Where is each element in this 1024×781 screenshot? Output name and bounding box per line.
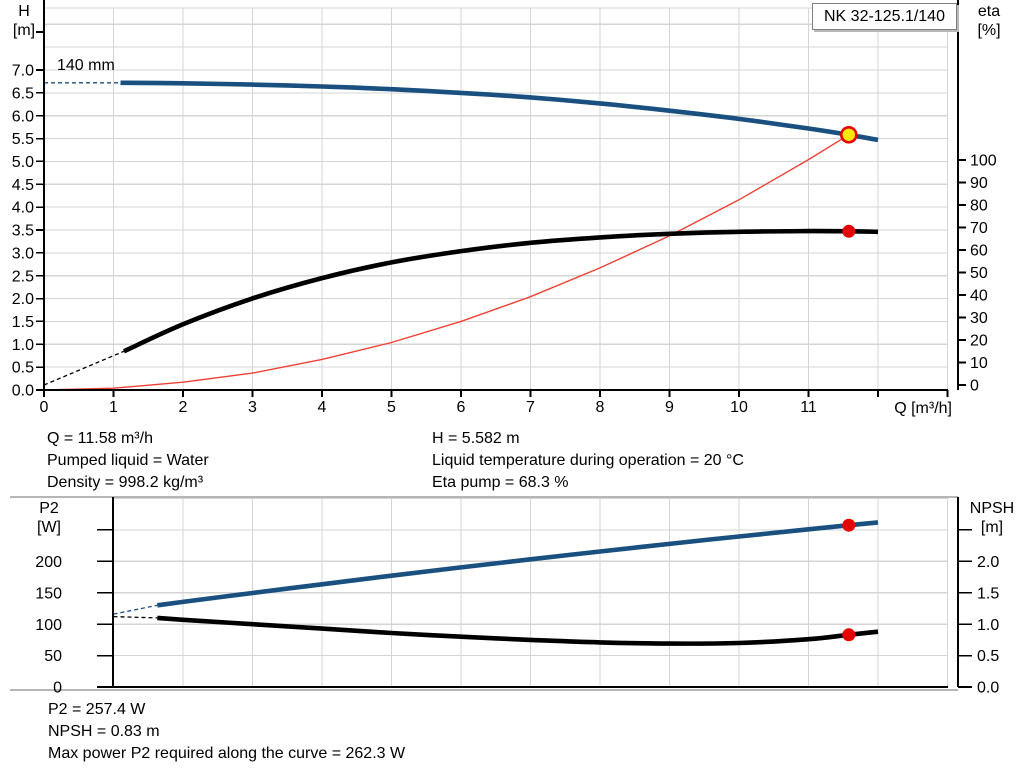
tick-label-left: 100: [35, 617, 62, 634]
q-axis-label: Q [m³/h]: [894, 400, 952, 417]
npsh-curve: [157, 615, 879, 646]
max-power-value: Max power P2 required along the curve = …: [48, 745, 406, 762]
tick-label-left: 0: [53, 680, 62, 697]
tick-label-left: 0.5: [12, 360, 34, 377]
p2-curve-dashed: [113, 604, 158, 615]
eta-point: [842, 224, 856, 238]
tick-label-right: 10: [970, 355, 988, 372]
tick-label-left: 5.0: [12, 154, 34, 171]
npsh-point: [842, 628, 856, 642]
h-axis-unit: [m]: [12, 22, 36, 39]
tick-label-x: 9: [665, 399, 674, 416]
tick-label-right: 0: [970, 378, 979, 395]
tick-label-left: 2.0: [12, 291, 34, 308]
tick-label-right: 50: [970, 265, 988, 282]
npsh-axis-unit: [m]: [980, 519, 1004, 536]
tick-label-x: 5: [387, 399, 396, 416]
tick-label-right: 100: [970, 153, 997, 170]
tick-label-right: 30: [970, 310, 988, 327]
head-curve: [120, 80, 879, 143]
p2-point: [842, 518, 856, 532]
tick-label-right: 1.0: [977, 617, 999, 634]
tick-label-right: 80: [970, 198, 988, 215]
duty-q-value: Q = 11.58 m³/h: [47, 430, 153, 447]
tick-label-right: 20: [970, 333, 988, 350]
system-curve: [43, 134, 850, 391]
tick-label-x: 11: [800, 399, 817, 416]
tick-label-right: 0.5: [977, 648, 999, 665]
tick-label-left: 50: [44, 648, 62, 665]
h-axis-title: H [m]: [8, 2, 40, 40]
tick-label-left: 0.0: [12, 383, 34, 400]
tick-label-left: 2.5: [12, 268, 34, 285]
npsh-axis-label: NPSH: [969, 500, 1015, 517]
npsh-value: NPSH = 0.83 m: [48, 723, 160, 740]
tick-label-left: 4.5: [12, 177, 34, 194]
tick-label-left: 4.0: [12, 200, 34, 217]
tick-label-x: 7: [526, 399, 535, 416]
npsh-axis-title: NPSH [m]: [966, 499, 1018, 537]
duty-h-value: H = 5.582 m: [432, 430, 520, 447]
tick-label-x: 3: [248, 399, 257, 416]
tick-label-left: 7.0: [12, 63, 34, 80]
eta-curve-dashed: [43, 350, 125, 386]
tick-label-left: 6.5: [12, 86, 34, 103]
p2-axis-label: P2: [39, 500, 59, 517]
duty-info-right: H = 5.582 m Liquid temperature during op…: [432, 428, 744, 494]
eta-axis-unit: [%]: [977, 22, 1001, 39]
p2-axis-title: P2 [W]: [28, 499, 70, 537]
tick-label-x: 6: [457, 399, 466, 416]
tick-label-left: 3.0: [12, 246, 34, 263]
pumped-liquid-value: Pumped liquid = Water: [47, 452, 209, 469]
tick-label-left: 6.0: [12, 108, 34, 125]
h-axis-label: H: [18, 3, 30, 20]
tick-label-right: 1.5: [977, 585, 999, 602]
eta-axis-label: eta: [977, 3, 1001, 20]
pump-model-box: NK 32-125.1/140: [812, 3, 957, 30]
tick-label-right: 40: [970, 288, 988, 305]
p2-curve: [156, 520, 879, 608]
tick-label-x: 0: [40, 399, 49, 416]
tick-label-right: 0.0: [977, 680, 999, 697]
p2-value: P2 = 257.4 W: [48, 701, 146, 718]
eta-pump-value: Eta pump = 68.3 %: [432, 474, 569, 491]
tick-label-x: 8: [596, 399, 605, 416]
tick-label-right: 60: [970, 243, 988, 260]
tick-label-x: 1: [109, 399, 118, 416]
eta-curve: [122, 228, 879, 354]
tick-label-right: 2.0: [977, 554, 999, 571]
duty-point[interactable]: [839, 126, 858, 144]
tick-label-left: 150: [35, 585, 62, 602]
duty-info-left: Q = 11.58 m³/h Pumped liquid = Water Den…: [47, 428, 209, 494]
tick-label-x: 4: [318, 399, 327, 416]
p2-axis-unit: [W]: [37, 519, 61, 536]
power-info: P2 = 257.4 W NPSH = 0.83 m Max power P2 …: [48, 699, 405, 765]
eta-axis-title: eta [%]: [968, 2, 1010, 40]
tick-label-left: 200: [35, 554, 62, 571]
tick-label-left: 3.5: [12, 223, 34, 240]
tick-label-left: 5.5: [12, 131, 34, 148]
impeller-size-label: 140 mm: [57, 57, 115, 74]
liquid-temp-value: Liquid temperature during operation = 20…: [432, 452, 744, 469]
tick-label-right: 70: [970, 220, 988, 237]
density-value: Density = 998.2 kg/m³: [47, 474, 204, 491]
npsh-curve-dashed: [113, 615, 158, 619]
tick-label-left: 1.5: [12, 314, 34, 331]
tick-label-x: 10: [730, 399, 748, 416]
tick-label-right: 90: [970, 175, 988, 192]
tick-label-x: 2: [179, 399, 188, 416]
pump-model-text: NK 32-125.1/140: [824, 7, 945, 25]
tick-label-left: 1.0: [12, 337, 34, 354]
